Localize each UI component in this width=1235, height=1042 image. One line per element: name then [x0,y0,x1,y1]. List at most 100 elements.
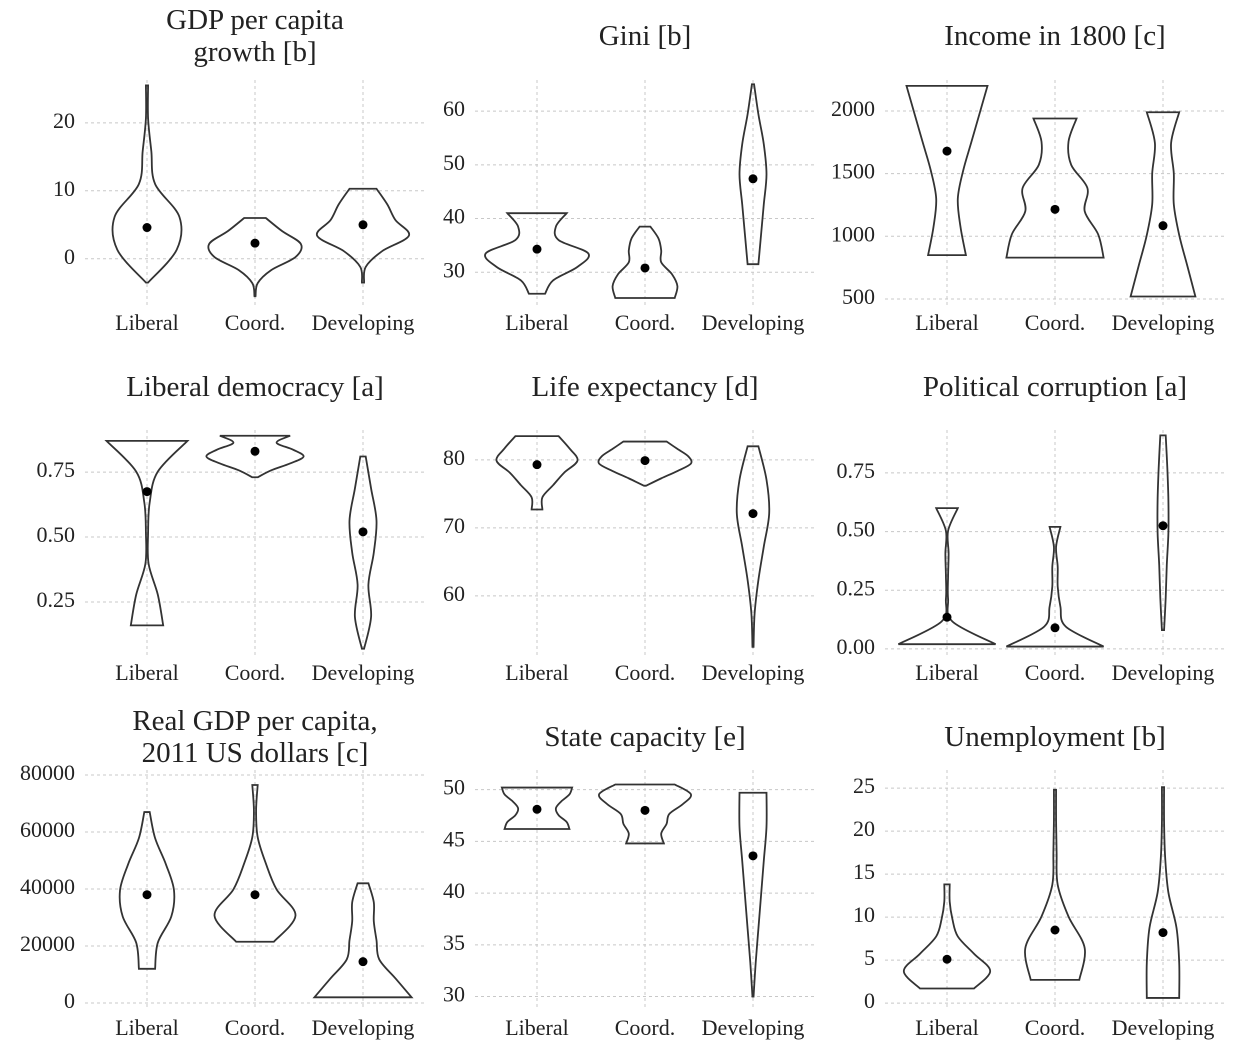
y-tick-label: 2000 [831,96,875,121]
violin [735,445,771,648]
chart-title: Political corruption [a] [922,371,1188,403]
violin [598,783,692,845]
violin [1005,117,1105,259]
violin [213,784,297,943]
violin [312,882,414,999]
x-tick-label: Liberal [505,660,569,685]
y-tick-label: 0 [864,988,875,1013]
x-tick-label: Liberal [505,310,569,335]
x-tick-label: Developing [1112,310,1215,335]
y-tick-label: 25 [853,773,875,798]
chart-title: Income in 1800 [c] [944,20,1166,52]
mean-dot [142,890,152,900]
y-tick-label: 40000 [20,874,75,899]
mean-dot [942,954,952,964]
mean-dot [748,174,758,184]
mean-dot [942,612,952,622]
mean-dot [250,446,260,456]
y-tick-label: 10 [853,902,875,927]
mean-dot [942,146,952,156]
violin [738,83,768,266]
x-tick-label: Coord. [615,660,676,685]
chart-title: Unemployment [b] [944,721,1166,753]
x-tick-label: Developing [702,660,805,685]
y-tick-label: 0 [64,988,75,1013]
y-tick-label: 0.25 [37,587,76,612]
y-tick-label: 0.00 [837,634,876,659]
y-tick-label: 0.75 [37,457,76,482]
violin [1024,788,1086,981]
violin [611,225,679,299]
y-tick-label: 20 [853,816,875,841]
y-tick-label: 20000 [20,931,75,956]
y-tick-label: 0.75 [837,458,876,483]
x-tick-label: Liberal [115,660,179,685]
chart-title: Gini [b] [598,20,692,52]
mean-dot [250,238,260,248]
y-tick-label: 30 [443,257,465,282]
violin [500,786,574,830]
y-tick-label: 500 [842,284,875,309]
x-tick-label: Developing [312,660,415,685]
x-tick-label: Liberal [115,1015,179,1040]
x-tick-label: Coord. [1025,660,1086,685]
x-tick-label: Liberal [505,1015,569,1040]
y-tick-label: 60000 [20,817,75,842]
mean-dot [640,805,650,815]
x-tick-label: Developing [1112,660,1215,685]
violin [495,435,579,511]
y-tick-label: 0.50 [837,517,876,542]
mean-dot [358,220,368,230]
violin [902,883,992,990]
mean-dot [1050,204,1060,214]
x-tick-label: Coord. [615,310,676,335]
y-tick-label: 70 [443,513,465,538]
y-tick-label: 80000 [20,760,75,785]
mean-dot [640,456,650,466]
x-tick-label: Coord. [1025,310,1086,335]
y-tick-label: 45 [443,826,465,851]
violin [104,440,190,627]
mean-dot [532,244,542,254]
y-tick-label: 5 [864,945,875,970]
violin [118,811,176,970]
x-tick-label: Liberal [915,1015,979,1040]
violin [897,507,997,646]
x-tick-label: Liberal [915,310,979,335]
mean-dot [1050,925,1060,935]
mean-dot [1158,928,1168,938]
y-tick-label: 60 [443,96,465,121]
x-tick-label: Developing [702,1015,805,1040]
y-tick-label: 1000 [831,221,875,246]
mean-dot [142,223,152,233]
mean-dot [640,263,650,273]
y-tick-label: 0.25 [837,575,876,600]
violin [484,212,590,295]
mean-dot [142,487,152,497]
x-tick-label: Coord. [225,310,286,335]
x-tick-label: Liberal [115,310,179,335]
violin [1156,434,1170,632]
violin [111,84,183,284]
mean-dot [1158,521,1168,531]
violin [348,455,378,650]
y-tick-label: 20 [53,108,75,133]
mean-dot [1050,623,1060,633]
mean-dot [250,890,260,900]
violin [905,84,989,257]
chart-title: GDP per capita growth [b] [166,4,344,68]
y-tick-label: 35 [443,930,465,955]
mean-dot [532,460,542,470]
chart-title: Real GDP per capita, 2011 US dollars [c] [132,705,378,769]
y-tick-label: 50 [443,150,465,175]
y-tick-label: 30 [443,982,465,1007]
chart-title: Liberal democracy [a] [126,371,384,403]
violin [1129,111,1197,298]
violin [1145,786,1181,999]
y-tick-label: 60 [443,581,465,606]
mean-dot [358,527,368,537]
mean-dot [748,851,758,861]
violin [205,434,305,479]
